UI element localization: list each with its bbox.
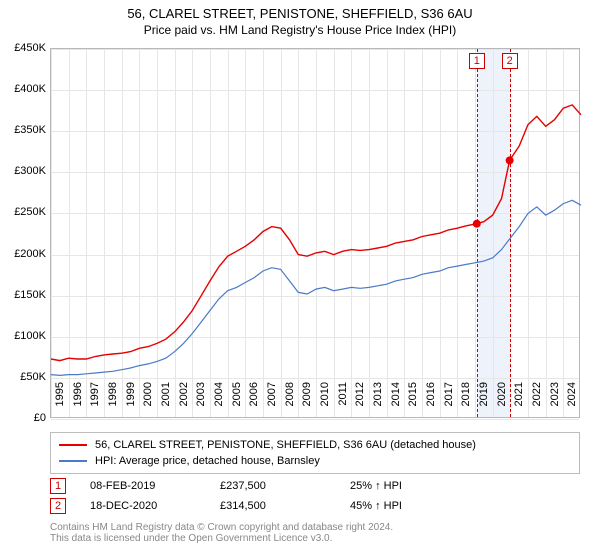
x-tick-label: 2012 — [354, 382, 366, 422]
event-marker: 2 — [50, 498, 66, 514]
x-tick-label: 1995 — [54, 382, 66, 422]
x-tick-label: 2008 — [284, 382, 296, 422]
y-tick-label: £300K — [2, 165, 46, 177]
x-tick-label: 1998 — [107, 382, 119, 422]
chart-container: 56, CLAREL STREET, PENISTONE, SHEFFIELD,… — [0, 0, 600, 560]
sale-marker — [473, 220, 481, 228]
event-price: £237,500 — [220, 480, 350, 492]
y-tick-label: £150K — [2, 289, 46, 301]
x-tick-label: 2011 — [337, 382, 349, 422]
legend: 56, CLAREL STREET, PENISTONE, SHEFFIELD,… — [50, 432, 580, 474]
event-delta: 45% ↑ HPI — [350, 500, 480, 512]
x-tick-label: 1996 — [72, 382, 84, 422]
legend-label: HPI: Average price, detached house, Barn… — [95, 455, 320, 467]
event-date: 08-FEB-2019 — [90, 480, 220, 492]
event-row: 1 08-FEB-2019 £237,500 25% ↑ HPI — [50, 476, 580, 496]
x-tick-label: 2007 — [266, 382, 278, 422]
series-property — [51, 105, 581, 361]
x-tick-label: 2002 — [178, 382, 190, 422]
y-tick-label: £400K — [2, 83, 46, 95]
events-table: 1 08-FEB-2019 £237,500 25% ↑ HPI 2 18-DE… — [50, 476, 580, 516]
y-tick-label: £450K — [2, 42, 46, 54]
y-tick-label: £200K — [2, 248, 46, 260]
event-delta: 25% ↑ HPI — [350, 480, 480, 492]
legend-swatch — [59, 444, 87, 446]
x-tick-label: 2020 — [496, 382, 508, 422]
y-tick-label: £100K — [2, 330, 46, 342]
x-tick-label: 2023 — [549, 382, 561, 422]
y-tick-label: £250K — [2, 206, 46, 218]
series-hpi — [51, 200, 581, 375]
legend-swatch — [59, 460, 87, 462]
plot-area: 12 — [50, 48, 580, 418]
x-tick-label: 2018 — [460, 382, 472, 422]
chart-title: 56, CLAREL STREET, PENISTONE, SHEFFIELD,… — [0, 0, 600, 21]
credits-line: This data is licensed under the Open Gov… — [50, 533, 580, 544]
y-tick-label: £350K — [2, 124, 46, 136]
x-tick-label: 2006 — [248, 382, 260, 422]
x-tick-label: 2010 — [319, 382, 331, 422]
legend-item: HPI: Average price, detached house, Barn… — [59, 453, 571, 469]
event-box: 2 — [502, 53, 518, 69]
x-tick-label: 2021 — [513, 382, 525, 422]
x-tick-label: 2005 — [231, 382, 243, 422]
credits: Contains HM Land Registry data © Crown c… — [50, 522, 580, 544]
x-tick-label: 2001 — [160, 382, 172, 422]
event-row: 2 18-DEC-2020 £314,500 45% ↑ HPI — [50, 496, 580, 516]
x-tick-label: 1999 — [125, 382, 137, 422]
event-price: £314,500 — [220, 500, 350, 512]
x-tick-label: 2004 — [213, 382, 225, 422]
x-tick-label: 2019 — [478, 382, 490, 422]
y-tick-label: £0 — [2, 412, 46, 424]
x-tick-label: 2013 — [372, 382, 384, 422]
x-tick-label: 1997 — [89, 382, 101, 422]
x-tick-label: 2009 — [301, 382, 313, 422]
credits-line: Contains HM Land Registry data © Crown c… — [50, 522, 580, 533]
line-series — [51, 49, 579, 417]
x-tick-label: 2016 — [425, 382, 437, 422]
y-tick-label: £50K — [2, 371, 46, 383]
sale-marker — [506, 156, 514, 164]
x-tick-label: 2024 — [566, 382, 578, 422]
event-date: 18-DEC-2020 — [90, 500, 220, 512]
chart-subtitle: Price paid vs. HM Land Registry's House … — [0, 21, 600, 43]
event-box: 1 — [469, 53, 485, 69]
x-tick-label: 2017 — [443, 382, 455, 422]
x-tick-label: 2003 — [195, 382, 207, 422]
legend-label: 56, CLAREL STREET, PENISTONE, SHEFFIELD,… — [95, 439, 476, 451]
x-tick-label: 2014 — [390, 382, 402, 422]
event-marker: 1 — [50, 478, 66, 494]
x-tick-label: 2000 — [142, 382, 154, 422]
legend-item: 56, CLAREL STREET, PENISTONE, SHEFFIELD,… — [59, 437, 571, 453]
x-tick-label: 2022 — [531, 382, 543, 422]
x-tick-label: 2015 — [407, 382, 419, 422]
